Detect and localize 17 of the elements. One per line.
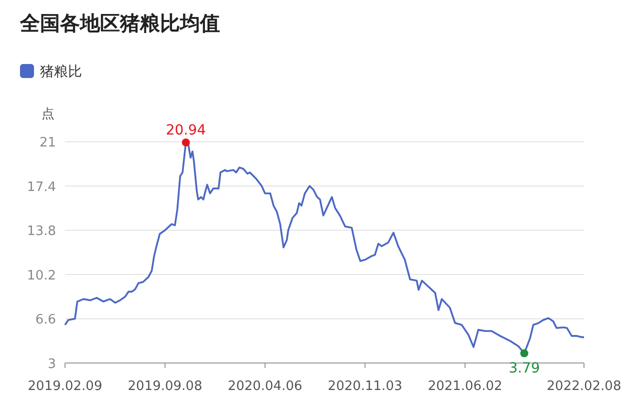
legend-label: 猪粮比 [40,64,82,80]
annotation: 3.79 [508,360,540,376]
x-tick-label: 2021.06.02 [428,379,502,394]
chart-title: 全国各地区猪粮比均值 [19,11,220,35]
x-tick-label: 2020.11.03 [328,379,402,394]
y-tick-label: 6.6 [35,312,56,328]
y-tick-label: 3 [48,357,56,372]
x-tick-label: 2020.04.06 [228,379,302,394]
x-tick-label: 2019.09.08 [128,379,202,394]
y-tick-label: 17.4 [27,180,56,195]
y-tick-label: 10.2 [27,268,56,284]
y-tick-label: 21 [39,136,56,151]
y-tick-label: 13.8 [27,224,56,240]
y-axis-title: 点 [42,107,54,122]
x-tick-label: 2019.02.09 [28,379,102,394]
x-tick-label: 2022.02.08 [546,379,622,394]
annotation: 20.94 [166,122,206,138]
